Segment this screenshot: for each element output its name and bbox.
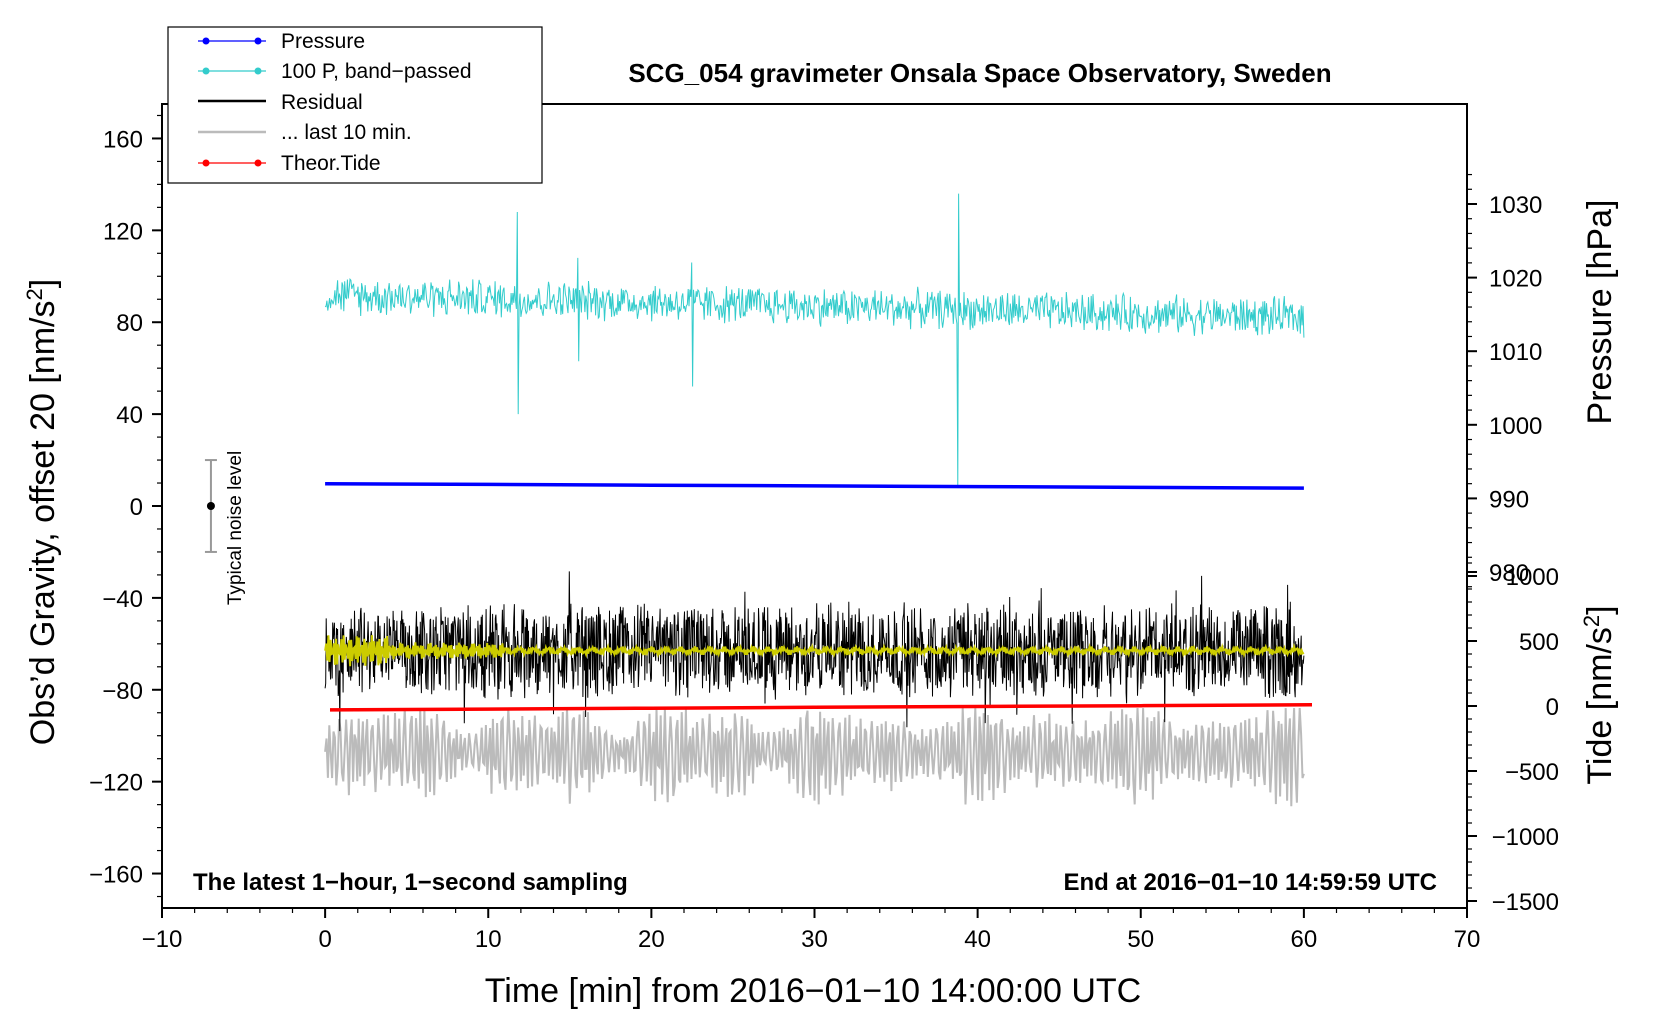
x-tick-label: 60 xyxy=(1291,926,1318,953)
y-tide-tick-label: 500 xyxy=(1519,629,1559,656)
legend-marker xyxy=(254,37,262,45)
legend-marker xyxy=(254,159,262,167)
legend-label-bandpassed: 100 P, band−passed xyxy=(281,60,472,83)
legend-marker xyxy=(202,159,210,167)
x-tick-label: 0 xyxy=(318,926,331,953)
sampling-note: The latest 1−hour, 1−second sampling xyxy=(193,869,628,896)
y-axis-tide-label-sup: 2 xyxy=(1579,615,1604,627)
y-tide-tick-label: 1000 xyxy=(1506,564,1559,591)
y-axis-pressure: 1030 1020 1010 1000 990 980 xyxy=(1467,173,1542,588)
y-pressure-tick-label: 990 xyxy=(1489,486,1529,513)
x-tick-label: −10 xyxy=(142,926,183,953)
chart-title: SCG_054 gravimeter Onsala Space Observat… xyxy=(628,58,1331,88)
noise-bar-center-dot xyxy=(206,502,215,510)
x-tick-label: 10 xyxy=(475,926,502,953)
y-pressure-tick-label: 1030 xyxy=(1489,192,1542,219)
series-residual-smoothed xyxy=(324,635,1305,667)
x-tick-label: 50 xyxy=(1127,926,1154,953)
y-pressure-tick-label: 980 xyxy=(1489,560,1529,587)
y-axis-left-label-close: ] xyxy=(24,279,62,288)
y-axis-tide: 1000 500 0 −500 −1000 −1500 xyxy=(1467,562,1559,916)
y-tide-tick-label: −1000 xyxy=(1492,824,1559,851)
y-tide-tick-label: −500 xyxy=(1505,759,1559,786)
x-tick-label: 20 xyxy=(638,926,665,953)
legend-label-tide: Theor.Tide xyxy=(281,152,381,175)
legend-marker xyxy=(254,67,262,75)
legend-label-pressure: Pressure xyxy=(281,30,365,53)
x-axis-label: Time [min] from 2016−01−10 14:00:00 UTC xyxy=(485,972,1141,1010)
series-theor-tide xyxy=(329,702,1313,712)
legend-label-last10: ... last 10 min. xyxy=(281,121,412,144)
noise-label: Typical noise level xyxy=(225,451,246,605)
y-left-tick-label: 120 xyxy=(103,218,143,245)
y-left-tick-label: 40 xyxy=(116,402,143,429)
y-axis-left-label: Obs’d Gravity, offset 20 [nm/s2] xyxy=(22,279,62,745)
y-pressure-tick-label: 1010 xyxy=(1489,339,1542,366)
series-band-passed-pressure xyxy=(324,193,1305,488)
y-axis-tide-label-close: ] xyxy=(1581,605,1619,614)
end-time-note: End at 2016−01−10 14:59:59 UTC xyxy=(1063,869,1437,896)
legend-entries xyxy=(198,37,266,167)
legend-marker xyxy=(202,37,210,45)
y-tide-tick-label: −1500 xyxy=(1492,889,1559,916)
y-left-tick-label: −40 xyxy=(102,586,143,613)
y-pressure-tick-label: 1000 xyxy=(1489,413,1542,440)
series-layer xyxy=(324,193,1313,807)
noise-level-indicator xyxy=(204,459,217,553)
y-axis-left-label-sup: 2 xyxy=(22,288,47,300)
y-left-tick-label: −120 xyxy=(89,770,143,797)
legend-label-residual: Residual xyxy=(281,91,363,114)
y-left-tick-label: 160 xyxy=(103,126,143,153)
y-axis-left-label-text: Obs’d Gravity, offset 20 [nm/s xyxy=(24,301,62,746)
legend-box xyxy=(167,26,543,184)
y-tide-tick-label: 0 xyxy=(1546,694,1559,721)
y-left-tick-label: 80 xyxy=(116,310,143,337)
x-tick-label: 40 xyxy=(964,926,991,953)
legend: Pressure 100 P, band−passed Residual ...… xyxy=(167,26,543,184)
y-axis-left: 160 120 80 40 0 −40 −80 −120 −160 xyxy=(89,114,162,898)
x-tick-label: 70 xyxy=(1454,926,1481,953)
y-pressure-tick-label: 1020 xyxy=(1489,266,1542,293)
y-left-tick-label: −160 xyxy=(89,862,143,889)
legend-marker xyxy=(202,67,210,75)
x-tick-label: 30 xyxy=(801,926,828,953)
series-pressure xyxy=(325,481,1304,490)
y-left-tick-label: −80 xyxy=(102,678,143,705)
y-axis-pressure-label: Pressure [hPa] xyxy=(1581,200,1619,425)
y-axis-tide-label: Tide [nm/s2] xyxy=(1579,605,1619,784)
series-last-10-min xyxy=(324,708,1305,807)
y-left-tick-label: 0 xyxy=(130,494,143,521)
x-axis: −10 0 10 20 30 40 50 60 70 xyxy=(142,908,1481,953)
y-axis-tide-label-text: Tide [nm/s xyxy=(1581,627,1619,784)
